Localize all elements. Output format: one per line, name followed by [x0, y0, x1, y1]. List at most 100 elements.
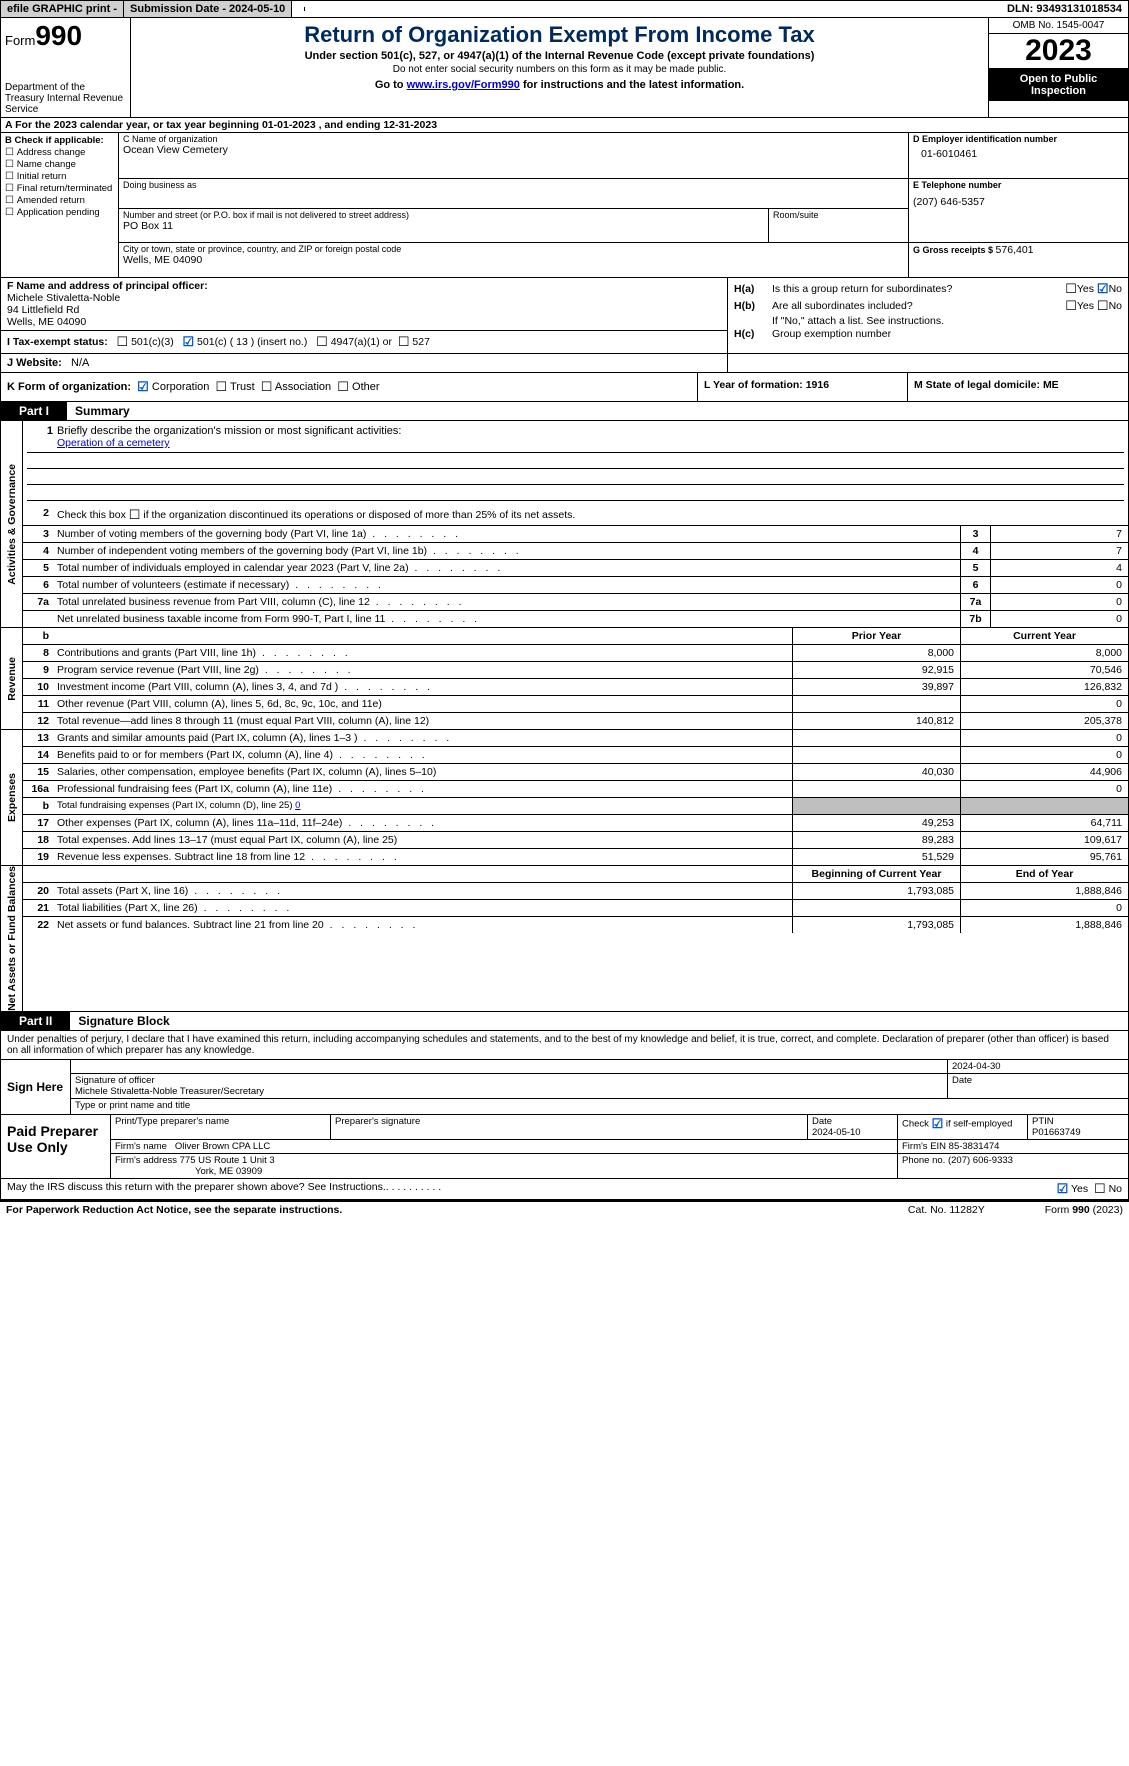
rev-side-label: Revenue — [6, 657, 18, 701]
line15-curr: 44,906 — [960, 764, 1128, 780]
line8: Contributions and grants (Part VIII, lin… — [57, 647, 256, 659]
gross-label: G Gross receipts $ — [913, 245, 996, 255]
line20-begin: 1,793,085 — [792, 883, 960, 899]
line12-curr: 205,378 — [960, 713, 1128, 729]
k-row: K Form of organization: ☑ Corporation ☐ … — [0, 373, 1129, 402]
line7a-val: 0 — [990, 594, 1128, 610]
line19: Revenue less expenses. Subtract line 18 … — [57, 851, 305, 863]
chk-527[interactable]: ☐ — [398, 334, 410, 350]
chk-address-change[interactable]: Address change — [5, 147, 114, 158]
line3-val: 7 — [990, 526, 1128, 542]
chk-4947[interactable]: ☐ — [316, 334, 328, 350]
line5-val: 4 — [990, 560, 1128, 576]
chk-final-return[interactable]: Final return/terminated — [5, 183, 114, 194]
chk-assoc[interactable]: ☐ — [261, 379, 273, 395]
firm-phone: (207) 606-9333 — [948, 1155, 1013, 1166]
line6: Total number of volunteers (estimate if … — [57, 579, 289, 591]
line14: Benefits paid to or for members (Part IX… — [57, 749, 333, 761]
line18: Total expenses. Add lines 13–17 (must eq… — [57, 834, 397, 846]
org-name-label: C Name of organization — [123, 134, 904, 144]
header-right: OMB No. 1545-0047 2023 Open to Public In… — [988, 18, 1128, 117]
ha-no[interactable]: ☑ — [1097, 281, 1109, 297]
declaration-text: Under penalties of perjury, I declare th… — [0, 1031, 1129, 1059]
line12-prior: 140,812 — [792, 713, 960, 729]
discuss-question: May the IRS discuss this return with the… — [7, 1181, 386, 1197]
paid-preparer-label: Paid Preparer Use Only — [1, 1115, 111, 1178]
hb-note: If "No," attach a list. See instructions… — [772, 315, 1122, 327]
line2: Check this box ☐ if the organization dis… — [53, 505, 1128, 525]
part2-header: Part II Signature Block — [0, 1012, 1129, 1031]
hc-label: H(c) — [734, 328, 772, 340]
part2-title: Signature Block — [70, 1012, 177, 1030]
line11-prior — [792, 696, 960, 712]
chk-self-employed[interactable]: ☑ — [932, 1116, 944, 1132]
line19-curr: 95,761 — [960, 849, 1128, 865]
discuss-yes[interactable]: ☑ — [1057, 1181, 1069, 1197]
gov-side-label: Activities & Governance — [6, 464, 18, 585]
line17-curr: 64,711 — [960, 815, 1128, 831]
top-bar: efile GRAPHIC print - Submission Date - … — [0, 0, 1129, 18]
sig-date: 2024-04-30 — [948, 1060, 1128, 1073]
city-label: City or town, state or province, country… — [123, 244, 904, 254]
ha-yes[interactable]: ☐ — [1065, 281, 1077, 297]
part1-title: Summary — [67, 402, 138, 420]
line17-prior: 49,253 — [792, 815, 960, 831]
line16b-prior — [792, 798, 960, 814]
entity-block: B Check if applicable: Address change Na… — [0, 133, 1129, 278]
city-value: Wells, ME 04090 — [123, 254, 904, 266]
officer-block: F Name and address of principal officer:… — [1, 278, 727, 331]
chk-name-change[interactable]: Name change — [5, 159, 114, 170]
form-note: Do not enter social security numbers on … — [135, 64, 984, 75]
chk-app-pending[interactable]: Application pending — [5, 207, 114, 218]
header-left: Form990 Department of the Treasury Inter… — [1, 18, 131, 117]
governance-section: Activities & Governance 1Briefly describ… — [0, 421, 1129, 628]
firm-addr-label: Firm's address — [115, 1155, 180, 1166]
status-label: I Tax-exempt status: — [7, 336, 108, 348]
chk-initial-return[interactable]: Initial return — [5, 171, 114, 182]
dept-text: Department of the Treasury Internal Reve… — [5, 82, 126, 115]
revenue-section: Revenue bPrior YearCurrent Year 8Contrib… — [0, 628, 1129, 730]
firm-addr1: 775 US Route 1 Unit 3 — [180, 1155, 275, 1166]
submission-date: Submission Date - 2024-05-10 — [124, 1, 292, 17]
hb-no[interactable]: ☐ — [1097, 298, 1109, 314]
addr-label: Number and street (or P.O. box if mail i… — [123, 210, 764, 220]
line13: Grants and similar amounts paid (Part IX… — [57, 732, 358, 744]
chk-corp[interactable]: ☑ — [137, 379, 149, 395]
irs-link[interactable]: www.irs.gov/Form990 — [407, 79, 520, 91]
chk-trust[interactable]: ☐ — [216, 379, 228, 395]
officer-name: Michele Stivaletta-Noble — [7, 292, 721, 304]
discuss-no[interactable]: ☐ — [1094, 1181, 1106, 1197]
form-header: Form990 Department of the Treasury Inter… — [0, 18, 1129, 118]
sig-date-label: Date — [948, 1074, 1128, 1098]
line21-end: 0 — [960, 900, 1128, 916]
part1-header: Part I Summary — [0, 402, 1129, 421]
prior-year-hdr: Prior Year — [792, 628, 960, 644]
line1-label: Briefly describe the organization's miss… — [57, 425, 1124, 437]
line7b-val: 0 — [990, 611, 1128, 627]
line16a-curr: 0 — [960, 781, 1128, 797]
chk-other[interactable]: ☐ — [337, 379, 349, 395]
status-row: I Tax-exempt status: ☐ 501(c)(3) ☑ 501(c… — [1, 331, 727, 353]
hb-text: Are all subordinates included? — [772, 300, 1065, 312]
ha-text: Is this a group return for subordinates? — [772, 283, 1065, 295]
hb-yes[interactable]: ☐ — [1065, 298, 1077, 314]
hc-text: Group exemption number — [772, 328, 1122, 340]
chk-line2[interactable]: ☐ — [129, 507, 141, 523]
chk-501c3[interactable]: ☐ — [117, 334, 129, 350]
line16a: Professional fundraising fees (Part IX, … — [57, 783, 332, 795]
dln: DLN: 93493131018534 — [1001, 1, 1128, 17]
col-b: B Check if applicable: Address change Na… — [1, 133, 119, 277]
website-row: J Website: N/A — [0, 354, 1129, 373]
efile-print-button[interactable]: efile GRAPHIC print - — [1, 1, 124, 17]
officer-addr2: Wells, ME 04090 — [7, 316, 721, 328]
h-block: H(a)Is this a group return for subordina… — [728, 278, 1128, 353]
sig-officer-name: Michele Stivaletta-Noble Treasurer/Secre… — [75, 1086, 943, 1097]
ein-value: 01-6010461 — [913, 144, 1124, 164]
chk-amended[interactable]: Amended return — [5, 195, 114, 206]
line18-curr: 109,617 — [960, 832, 1128, 848]
website-value: N/A — [71, 357, 89, 369]
begin-year-hdr: Beginning of Current Year — [792, 866, 960, 882]
chk-501c[interactable]: ☑ — [182, 334, 194, 350]
addr-value: PO Box 11 — [123, 220, 764, 232]
k-year: L Year of formation: 1916 — [698, 373, 908, 401]
